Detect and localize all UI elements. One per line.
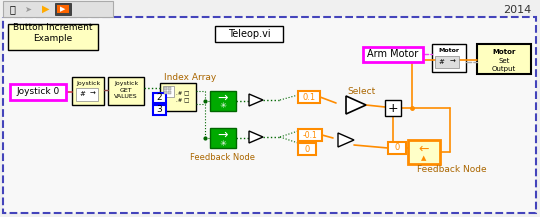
Bar [168,87,171,90]
Text: Joystick: Joystick [114,81,138,85]
Polygon shape [338,133,354,147]
Text: →: → [218,128,228,141]
Bar [385,100,401,116]
Text: VALUES: VALUES [114,94,138,100]
Text: ➤: ➤ [24,5,31,13]
Text: Arm Motor: Arm Motor [367,49,418,59]
Text: Feedback Node: Feedback Node [191,153,255,163]
Bar [153,93,166,103]
Bar [435,56,459,68]
Bar [108,77,144,105]
Bar [210,128,236,148]
Bar [55,3,71,15]
Text: #: # [79,91,85,97]
Text: Button Increment
Example: Button Increment Example [14,23,93,43]
Text: 0: 0 [305,145,309,153]
Bar [215,26,283,42]
Bar [432,44,466,72]
Text: ✳: ✳ [219,138,226,148]
Bar [153,105,166,115]
Text: →: → [450,59,456,65]
Text: Output: Output [492,66,516,72]
Text: ←: ← [418,143,429,156]
Bar [8,24,98,50]
Text: Teleop.vi: Teleop.vi [228,29,271,39]
Text: ✳: ✳ [219,102,226,110]
Text: GET: GET [120,87,132,92]
Bar [388,142,406,154]
Bar [160,83,196,111]
Bar [298,143,316,155]
Text: 2014: 2014 [503,5,531,15]
Text: #: # [438,59,444,65]
Text: ▶: ▶ [60,6,66,12]
Polygon shape [249,94,263,106]
Text: Select: Select [348,87,376,95]
Bar [210,91,236,111]
Text: Index Array: Index Array [164,74,216,82]
Text: →: → [218,92,228,105]
Text: -0.1: -0.1 [302,130,318,140]
Text: +: + [388,102,399,115]
Text: .# □: .# □ [177,97,190,102]
Bar [408,140,440,164]
Bar [298,91,320,103]
Text: 0: 0 [394,143,400,153]
Text: →: → [90,91,96,97]
Bar [477,44,531,74]
Polygon shape [249,131,263,143]
Text: 0.1: 0.1 [302,92,315,102]
Text: Feedback Node: Feedback Node [417,166,487,174]
Text: Motor: Motor [438,48,460,53]
Bar [363,47,423,62]
Text: Joystick: Joystick [76,82,100,87]
Text: ✋: ✋ [9,4,15,14]
Bar [164,91,167,94]
Text: Joystick 0: Joystick 0 [16,87,59,97]
Text: Set: Set [498,58,510,64]
Polygon shape [346,96,366,114]
Bar [3,1,113,17]
Text: 3: 3 [156,105,162,115]
Bar [10,84,66,100]
Text: ▶: ▶ [42,4,50,14]
Bar [164,87,167,90]
Text: Motor: Motor [492,49,516,55]
Bar [168,91,171,94]
Bar [72,77,104,105]
Bar [298,129,322,141]
Bar [76,88,98,101]
Bar [163,86,174,97]
Text: 2: 2 [156,94,162,102]
Text: .# □: .# □ [177,90,190,95]
Bar [57,5,69,13]
Text: ▲: ▲ [421,155,427,161]
